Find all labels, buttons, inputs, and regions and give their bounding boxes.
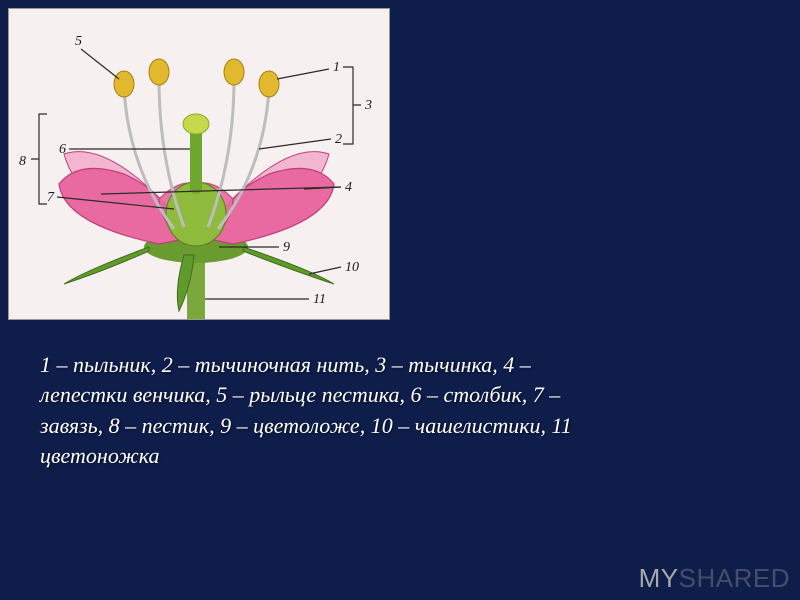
caption-line-4: цветоножка bbox=[40, 443, 160, 468]
caption-line-1: 1 – пыльник, 2 – тычиночная нить, 3 – ты… bbox=[40, 352, 531, 377]
caption-text: 1 – пыльник, 2 – тычиночная нить, 3 – ты… bbox=[40, 350, 760, 471]
stigma bbox=[183, 114, 209, 134]
watermark: MYSHARED bbox=[639, 563, 790, 594]
label-9: 9 bbox=[283, 240, 290, 255]
label-8: 8 bbox=[19, 154, 26, 169]
label-2: 2 bbox=[335, 132, 342, 147]
anther-1 bbox=[114, 71, 134, 97]
label-7: 7 bbox=[47, 190, 55, 205]
label-6: 6 bbox=[59, 142, 66, 157]
flower-diagram-svg: 5 8 6 7 1 2 3 4 9 10 11 bbox=[9, 9, 389, 319]
label-4: 4 bbox=[345, 180, 352, 195]
flower-diagram-frame: 5 8 6 7 1 2 3 4 9 10 11 bbox=[8, 8, 390, 320]
caption-line-3: завязь, 8 – пестик, 9 – цветоложе, 10 – … bbox=[40, 413, 572, 438]
sepal-left bbox=[64, 247, 149, 284]
anther-3 bbox=[224, 59, 244, 85]
label-1: 1 bbox=[333, 60, 340, 75]
label-3: 3 bbox=[364, 98, 372, 113]
anther-4 bbox=[259, 71, 279, 97]
caption-line-2: лепестки венчика, 5 – рыльце пестика, 6 … bbox=[40, 382, 560, 407]
anther-2 bbox=[149, 59, 169, 85]
watermark-strong: MY bbox=[639, 563, 679, 593]
watermark-faded: SHARED bbox=[679, 563, 790, 593]
label-5: 5 bbox=[75, 34, 82, 49]
page-container: 5 8 6 7 1 2 3 4 9 10 11 1 – пыльник, 2 –… bbox=[0, 0, 800, 600]
label-10: 10 bbox=[345, 260, 359, 275]
style bbox=[190, 129, 202, 194]
label-11: 11 bbox=[313, 292, 326, 307]
